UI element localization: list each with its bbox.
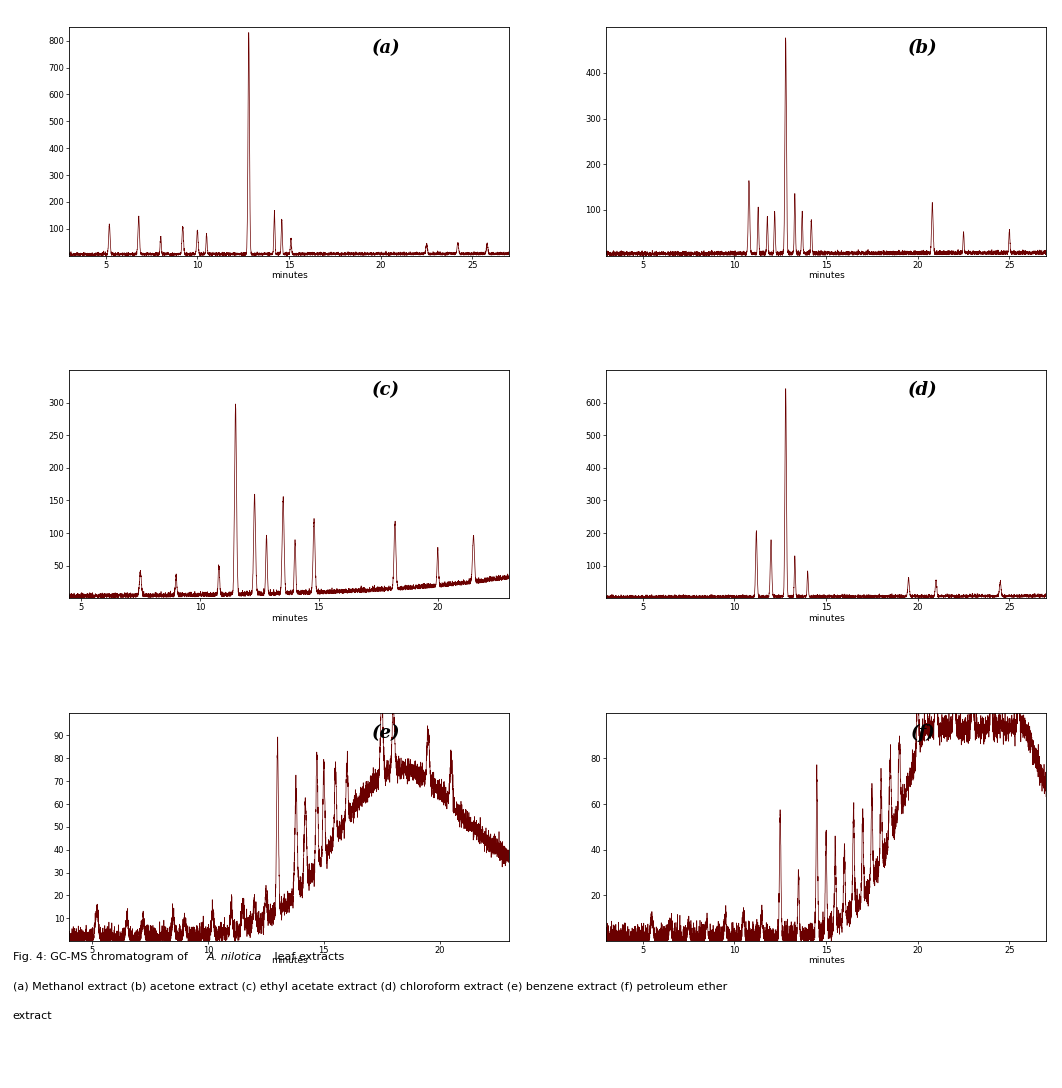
Text: (a): (a) <box>372 39 400 57</box>
X-axis label: minutes: minutes <box>807 956 844 965</box>
X-axis label: minutes: minutes <box>807 271 844 280</box>
Text: (a) Methanol extract (b) acetone extract (c) ethyl acetate extract (d) chlorofor: (a) Methanol extract (b) acetone extract… <box>13 982 727 992</box>
Text: (f): (f) <box>910 725 936 742</box>
Text: (e): (e) <box>372 725 400 742</box>
Text: (c): (c) <box>372 382 400 399</box>
Text: (b): (b) <box>908 39 938 57</box>
Text: A. nilotica: A. nilotica <box>207 952 262 962</box>
Text: Fig. 4: GC-MS chromatogram of: Fig. 4: GC-MS chromatogram of <box>13 952 191 962</box>
X-axis label: minutes: minutes <box>271 271 308 280</box>
X-axis label: minutes: minutes <box>271 614 308 622</box>
X-axis label: minutes: minutes <box>807 614 844 622</box>
Text: (d): (d) <box>908 382 938 399</box>
X-axis label: minutes: minutes <box>271 956 308 965</box>
Text: extract: extract <box>13 1011 52 1021</box>
Text: leaf extracts: leaf extracts <box>271 952 344 962</box>
